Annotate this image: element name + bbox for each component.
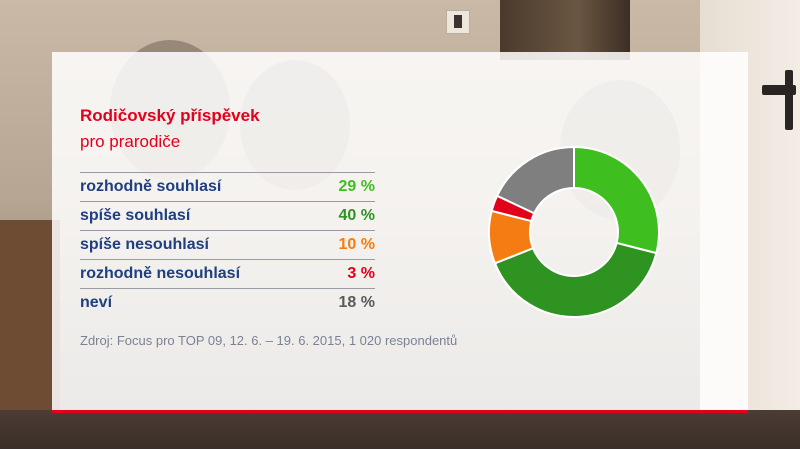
data-label: 40 % — [338, 207, 375, 224]
chart-title: Rodičovský příspěvek — [80, 106, 260, 125]
source-note: Zdroj: Focus pro TOP 09, 12. 6. – 19. 6.… — [80, 333, 458, 348]
data-label: 3 % — [347, 265, 375, 282]
chart-panel: Rodičovský příspěvek pro prarodiče rozho… — [52, 52, 748, 413]
legend-row: rozhodně souhlasí 29 % — [80, 172, 375, 201]
legend-row: neví 18 % — [80, 288, 375, 317]
legend-label: rozhodně nesouhlasí — [80, 265, 241, 282]
donut-chart — [488, 146, 660, 318]
donut-slice-1 — [573, 146, 660, 255]
legend-label: spíše souhlasí — [80, 207, 191, 224]
legend-row: rozhodně nesouhlasí 3 % — [80, 259, 375, 288]
chart-subtitle: pro prarodiče — [80, 132, 181, 151]
donut-slice-5 — [495, 146, 575, 215]
data-label: 18 % — [338, 294, 375, 311]
data-label: 10 % — [338, 236, 375, 253]
legend-row: spíše nesouhlasí 10 % — [80, 230, 375, 259]
legend-label: rozhodně souhlasí — [80, 178, 222, 195]
legend-label: neví — [80, 294, 113, 311]
donut-slice-2 — [493, 241, 658, 318]
legend-label: spíše nesouhlasí — [80, 236, 209, 253]
legend-row: spíše souhlasí 40 % — [80, 201, 375, 230]
data-label: 29 % — [338, 178, 375, 195]
